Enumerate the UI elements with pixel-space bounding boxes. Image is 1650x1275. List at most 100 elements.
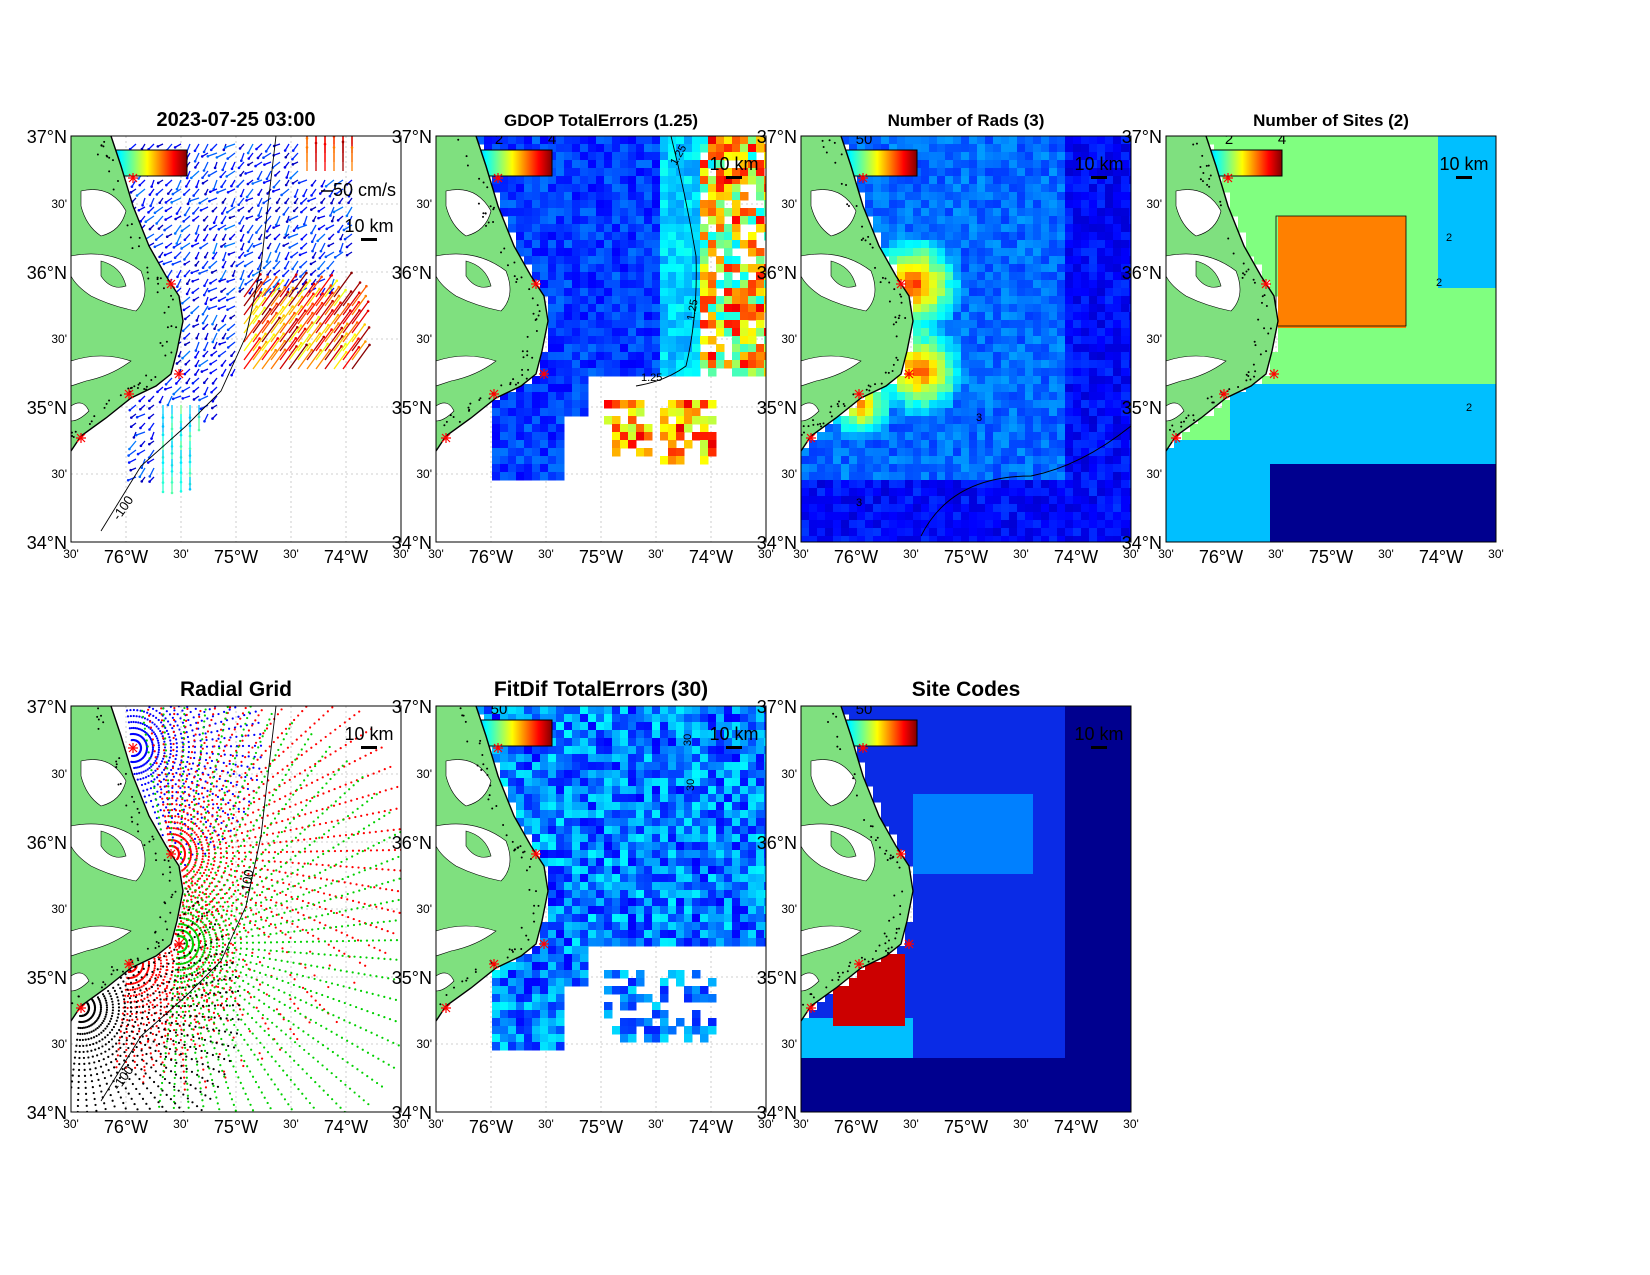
sites-cell — [1286, 176, 1295, 185]
current-vector-head — [337, 294, 341, 298]
current-vector-head — [251, 182, 255, 185]
sites-cell — [1358, 152, 1367, 161]
shore-dot — [536, 304, 539, 307]
rads-cell — [1033, 496, 1042, 505]
gdop-cell — [596, 144, 605, 153]
sites-cell — [1422, 136, 1431, 145]
gdop-cell — [596, 304, 605, 313]
rads-cell — [985, 176, 994, 185]
rads-cell — [985, 496, 994, 505]
sites-cell — [1398, 152, 1407, 161]
gdop-cell — [692, 432, 701, 441]
rads-cell — [945, 384, 954, 393]
sites-cell — [1422, 208, 1431, 217]
gdop-cell — [756, 248, 765, 257]
gdop-cell — [548, 176, 557, 185]
current-vector-head — [317, 227, 321, 231]
current-vector-head — [248, 291, 252, 295]
rads-cell — [881, 200, 890, 209]
rads-cell — [817, 464, 826, 473]
rads-cell — [1121, 216, 1130, 225]
current-vector-head — [243, 254, 247, 257]
sites-cell — [1366, 160, 1375, 169]
shore-dot — [893, 288, 896, 291]
rads-cell — [937, 424, 946, 433]
rads-cell — [1097, 496, 1106, 505]
gdop-cell — [652, 312, 661, 321]
shore-dot — [145, 385, 148, 388]
rads-cell — [1001, 184, 1010, 193]
gdop-cell — [756, 256, 765, 265]
gdop-cell — [748, 344, 757, 353]
gdop-cell — [524, 136, 533, 145]
current-vector-head — [310, 184, 314, 187]
rads-cell — [809, 440, 818, 449]
shore-dot — [488, 397, 491, 400]
current-vector-head — [164, 209, 168, 213]
gdop-cell — [524, 200, 533, 209]
gdop-cell — [556, 160, 565, 169]
gdop-cell — [548, 464, 557, 473]
rads-cell — [1001, 528, 1010, 537]
gdop-cell — [700, 456, 709, 465]
rads-cell — [1073, 472, 1082, 481]
rads-cell — [865, 416, 874, 425]
current-vector — [191, 305, 200, 314]
rads-cell — [929, 528, 938, 537]
gdop-cell — [668, 192, 677, 201]
rads-cell — [1081, 152, 1090, 161]
current-vector — [324, 345, 342, 370]
rads-cell — [1001, 296, 1010, 305]
rads-cell — [1113, 456, 1122, 465]
gdop-cell — [508, 192, 517, 201]
rads-cell — [841, 520, 850, 529]
current-vector-head — [202, 238, 206, 242]
current-vector — [324, 327, 343, 352]
gdop-cell — [748, 208, 757, 217]
rads-cell — [929, 440, 938, 449]
rads-cell — [961, 512, 970, 521]
rads-cell — [1129, 528, 1131, 537]
gdop-contour — [635, 136, 697, 387]
gdop-cell — [564, 176, 573, 185]
rads-cell — [953, 240, 962, 249]
current-vector-head — [132, 436, 136, 439]
rads-cell — [1025, 136, 1034, 145]
current-vector-head — [329, 284, 333, 287]
rads-cell — [1025, 224, 1034, 233]
rads-cell — [961, 352, 970, 361]
rads-cell — [1041, 520, 1050, 529]
rads-cell — [865, 392, 874, 401]
gdop-cell — [652, 144, 661, 153]
gdop-cell — [548, 312, 557, 321]
sites-cell — [1470, 216, 1479, 225]
rads-cell — [1057, 536, 1066, 542]
gdop-cell — [508, 448, 517, 457]
rads-cell — [953, 176, 962, 185]
rads-cell — [953, 152, 962, 161]
rads-cell — [801, 536, 810, 542]
sites-cell — [1454, 184, 1463, 193]
gdop-cell — [572, 192, 581, 201]
current-vector — [182, 323, 191, 332]
rads-cell — [1001, 144, 1010, 153]
rads-cell — [1057, 240, 1066, 249]
rads-cell — [921, 232, 930, 241]
sites-cell — [1318, 192, 1327, 201]
gdop-cell — [724, 296, 733, 305]
gdop-cell — [500, 200, 509, 209]
sites-cell — [1486, 216, 1495, 225]
rads-cell — [897, 448, 906, 457]
gdop-cell — [684, 360, 693, 369]
gdop-cell — [668, 448, 677, 457]
current-vector — [333, 323, 348, 343]
rads-cell — [1121, 472, 1130, 481]
sites-cell — [1246, 208, 1255, 217]
gdop-cell — [660, 232, 669, 241]
rads-cell — [1041, 504, 1050, 513]
gdop-cell — [604, 328, 613, 337]
rads-cell — [881, 240, 890, 249]
current-vector — [297, 293, 314, 316]
rads-cell — [1089, 296, 1098, 305]
rads-cell — [1081, 224, 1090, 233]
